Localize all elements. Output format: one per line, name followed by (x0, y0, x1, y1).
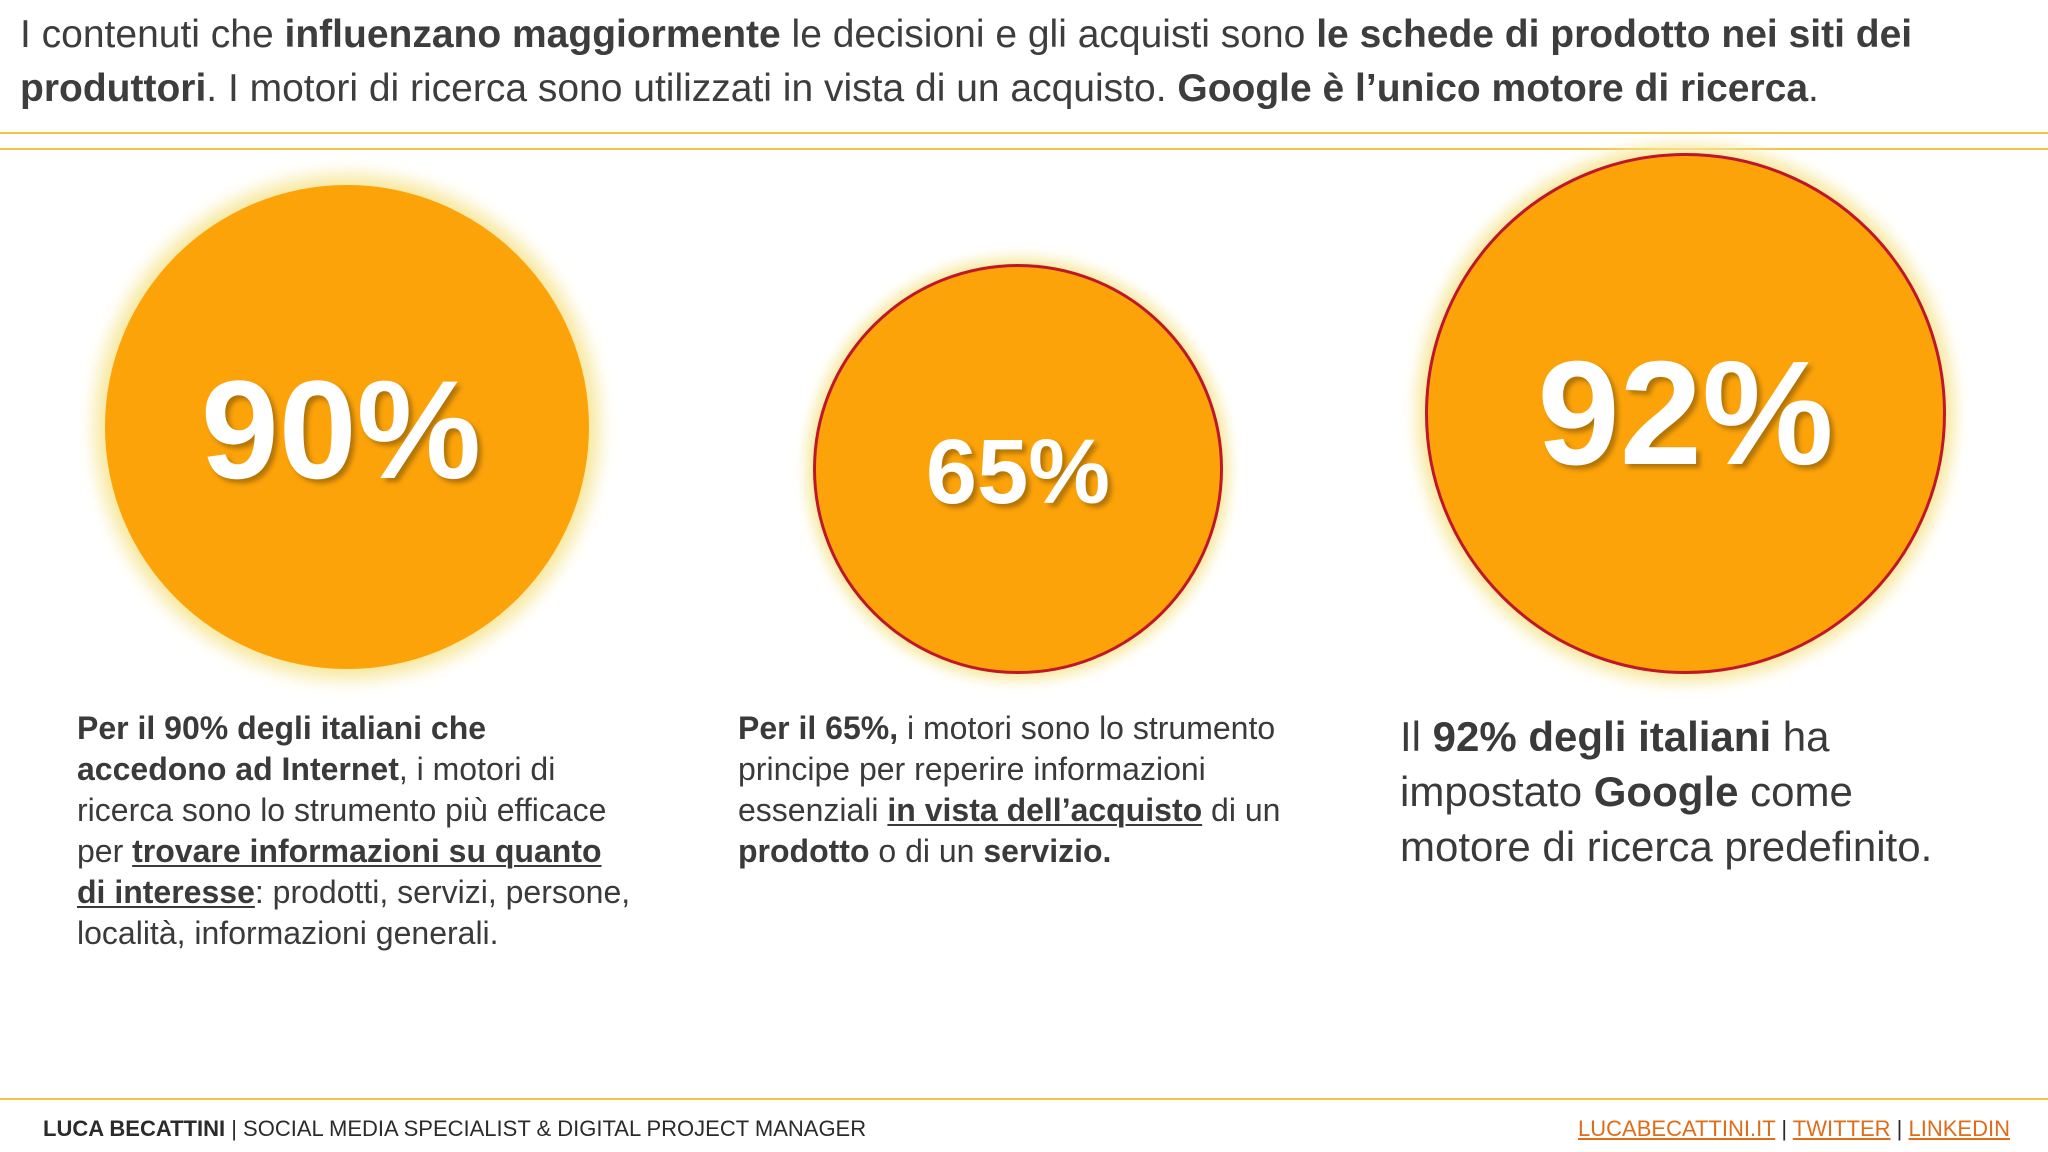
desc-65-part-2: i motori sono lo strumento principe per … (738, 710, 1276, 828)
desc-90-part-1: Per il 90% degli italiani che accedono a… (77, 710, 487, 787)
desc-65-part-6: o di un (869, 833, 984, 869)
desc-65-part-1: Per il 65%, (738, 710, 899, 746)
desc-65-part-3: in vista dell’acquisto (887, 792, 1203, 828)
desc-90-part-2: , i motori di ricerca sono lo strumento … (77, 751, 607, 869)
footer-link-separator: | (1890, 1116, 1909, 1141)
stat-circle-65: 65% (813, 264, 1223, 674)
header-text-5: . I motori di ricerca sono utilizzati in… (206, 67, 1178, 110)
footer-author: LUCA BECATTINI | SOCIAL MEDIA SPECIALIST… (43, 1114, 866, 1144)
stat-circle-92: 92% (1425, 153, 1946, 674)
header-text-4: le schede di prodotto nei siti dei produ… (20, 13, 1913, 110)
footer-link-separator: | (1775, 1116, 1793, 1141)
header-text-7: . (1808, 67, 1819, 110)
website-link[interactable]: LUCABECATTINI.IT (1578, 1116, 1776, 1141)
stat-description-90: Per il 90% degli italiani che accedono a… (77, 708, 637, 954)
footer-divider (0, 1098, 2048, 1100)
desc-92-part-3: ha impostato (1400, 713, 1830, 815)
stat-value-92: 92% (1537, 330, 1834, 496)
stat-value-65: 65% (925, 420, 1111, 523)
header-divider-top (0, 132, 2048, 134)
desc-65-part-7: servizio. (983, 833, 1112, 869)
footer-author-name: LUCA BECATTINI (43, 1116, 226, 1141)
desc-92-part-5: come motore di ricerca predefinito. (1400, 768, 1933, 870)
desc-92-part-1: Il (1400, 713, 1433, 760)
desc-65-part-5: prodotto (738, 833, 870, 869)
stat-description-92: Il 92% degli italiani ha impostato Googl… (1400, 709, 1960, 874)
desc-92-part-4: Google (1593, 768, 1739, 815)
stat-circle-90: 90% (105, 185, 589, 669)
slide-header: I contenuti che influenzano maggiormente… (20, 8, 2010, 116)
twitter-link[interactable]: TWITTER (1792, 1116, 1891, 1141)
header-text-1: I contenuti che (20, 13, 285, 56)
stat-description-65: Per il 65%, i motori sono lo strumento p… (738, 708, 1298, 872)
header-divider-bottom (0, 148, 2048, 150)
desc-65-part-4: di un (1202, 792, 1281, 828)
linkedin-link[interactable]: LINKEDIN (1908, 1116, 2010, 1141)
stat-value-90: 90% (200, 351, 482, 508)
footer-links: LUCABECATTINI.IT | TWITTER | LINKEDIN (1578, 1114, 2010, 1144)
header-text-3: le decisioni e gli acquisti sono (780, 13, 1317, 56)
header-text-6: Google è l’unico motore di ricerca (1177, 67, 1809, 110)
desc-90-part-3: trovare informazioni su quanto di intere… (77, 833, 602, 910)
desc-90-part-4: : prodotti, servizi, persone, località, … (77, 874, 631, 951)
desc-92-part-2: 92% degli italiani (1432, 713, 1772, 760)
footer-author-role: | SOCIAL MEDIA SPECIALIST & DIGITAL PROJ… (225, 1116, 867, 1141)
header-text-2: influenzano maggiormente (284, 13, 781, 56)
